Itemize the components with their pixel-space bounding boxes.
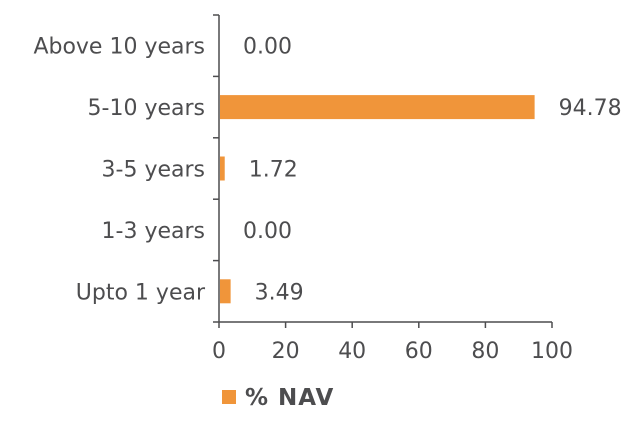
- bar: [220, 95, 535, 120]
- x-tick-label: 40: [338, 339, 366, 364]
- bar: [220, 156, 225, 181]
- x-tick-label: 80: [471, 339, 499, 364]
- legend-swatch: [222, 390, 236, 404]
- category-label: 3-5 years: [102, 158, 205, 183]
- data-label: 0.00: [243, 219, 292, 244]
- data-label: 1.72: [249, 158, 298, 183]
- x-tick-label: 0: [212, 339, 226, 364]
- data-label: 94.78: [559, 96, 622, 121]
- bar: [220, 279, 231, 304]
- category-label: Upto 1 year: [76, 280, 206, 305]
- x-tick-label: 100: [531, 339, 573, 364]
- category-label: 1-3 years: [102, 219, 205, 244]
- x-tick-label: 60: [405, 339, 433, 364]
- legend-label: % NAV: [245, 385, 334, 411]
- x-tick-label: 20: [272, 339, 300, 364]
- category-label: 5-10 years: [88, 96, 205, 121]
- data-label: 0.00: [243, 35, 292, 60]
- data-label: 3.49: [255, 280, 304, 305]
- category-label: Above 10 years: [33, 35, 205, 60]
